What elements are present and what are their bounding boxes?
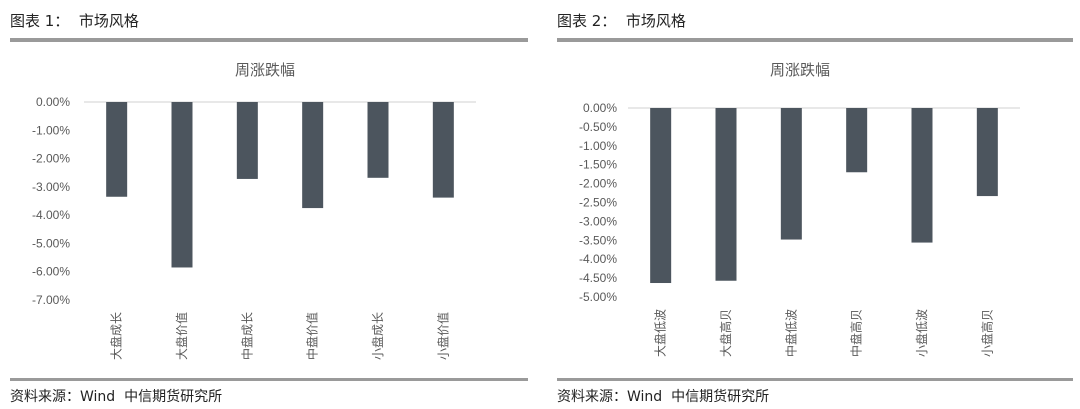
chart-2-y-tick-label: -2.00%	[579, 177, 617, 191]
chart-2-category-label: 中盘低波	[783, 309, 798, 357]
chart-1-bar	[171, 102, 193, 268]
chart-2-bar	[715, 108, 737, 281]
chart-2-category-label: 大盘高贝	[718, 309, 733, 357]
figure-2-top-rule	[557, 38, 1073, 42]
figure-1-heading: 图表 1： 市场风格	[10, 12, 139, 30]
chart-2-y-tick-label: -1.50%	[579, 158, 617, 172]
chart-2-category-label: 中盘高贝	[849, 309, 864, 357]
figure-1: 图表 1： 市场风格 周涨跌幅 0.00% -1.00% -2.00% -3.00% -…	[10, 12, 528, 405]
chart-1-bar	[432, 102, 454, 198]
chart-2-category-label: 大盘低波	[653, 309, 668, 357]
chart-2-bar	[650, 108, 672, 284]
chart-2-bar	[846, 108, 868, 173]
chart-1-y-tick-label: -3.00%	[32, 180, 70, 194]
figure-2-heading: 图表 2： 市场风格	[557, 12, 686, 30]
chart-2-y-tick-label: -1.00%	[579, 139, 617, 153]
figure-2-bottom-rule	[557, 378, 1073, 381]
chart-2-category-label: 小盘低波	[914, 309, 929, 357]
chart-2-y-tick-label: -4.00%	[579, 252, 617, 266]
chart-1-y-tick-label: -6.00%	[32, 265, 70, 279]
chart-2-y-tick-label: -0.50%	[579, 120, 617, 134]
chart-2-y-tick-label: -3.50%	[579, 233, 617, 247]
figure-1-chart: 周涨跌幅 0.00% -1.00% -2.00% -3.00% -4.00% -5.00%…	[32, 61, 476, 360]
chart-2-y-tick-label: -3.00%	[579, 214, 617, 228]
figure-1-source: 资料来源：Wind 中信期货研究所	[10, 389, 223, 405]
chart-1-y-tick-label: -5.00%	[32, 236, 70, 250]
chart-1-bar	[302, 102, 324, 209]
figure-2: 图表 2： 市场风格 周涨跌幅 0.00% -0.50% -1.00% -1.50% -…	[540, 0, 1080, 409]
chart-2-title: 周涨跌幅	[770, 61, 830, 79]
chart-1-bar	[106, 102, 128, 197]
chart-2-y-tick-label: -4.50%	[579, 271, 617, 285]
chart-1-category-label: 小盘价值	[435, 312, 450, 360]
chart-2-bar	[780, 108, 802, 240]
chart-2-y-tick-label: -5.00%	[579, 290, 617, 304]
figure-2-source: 资料来源：Wind 中信期货研究所	[557, 389, 770, 405]
figure-1-bottom-rule	[10, 378, 528, 381]
chart-1-bar	[367, 102, 389, 178]
chart-1-y-tick-label: -1.00%	[32, 123, 70, 137]
chart-2-bar	[976, 108, 998, 197]
chart-2-category-label: 小盘高贝	[979, 309, 994, 357]
figure-2-chart: 周涨跌幅 0.00% -0.50% -1.00% -1.50% -2.00% -2.50%…	[579, 61, 1020, 357]
chart-1-title: 周涨跌幅	[235, 61, 295, 79]
chart-1-y-tick-label: -7.00%	[32, 293, 70, 307]
chart-2-bar	[911, 108, 933, 243]
chart-1-y-tick-label: -2.00%	[32, 152, 70, 166]
chart-2-y-tick-label: 0.00%	[583, 101, 617, 115]
figure-1-top-rule	[10, 38, 528, 42]
chart-1-category-label: 大盘成长	[109, 312, 124, 360]
chart-1-category-label: 小盘成长	[370, 312, 385, 360]
chart-2-y-tick-label: -2.50%	[579, 196, 617, 210]
chart-1-bar	[236, 102, 258, 179]
chart-1-category-label: 中盘价值	[305, 312, 320, 360]
chart-1-y-tick-label: 0.00%	[36, 95, 70, 109]
chart-1-y-tick-label: -4.00%	[32, 208, 70, 222]
chart-1-category-label: 大盘价值	[174, 312, 189, 360]
chart-1-category-label: 中盘成长	[239, 312, 254, 360]
